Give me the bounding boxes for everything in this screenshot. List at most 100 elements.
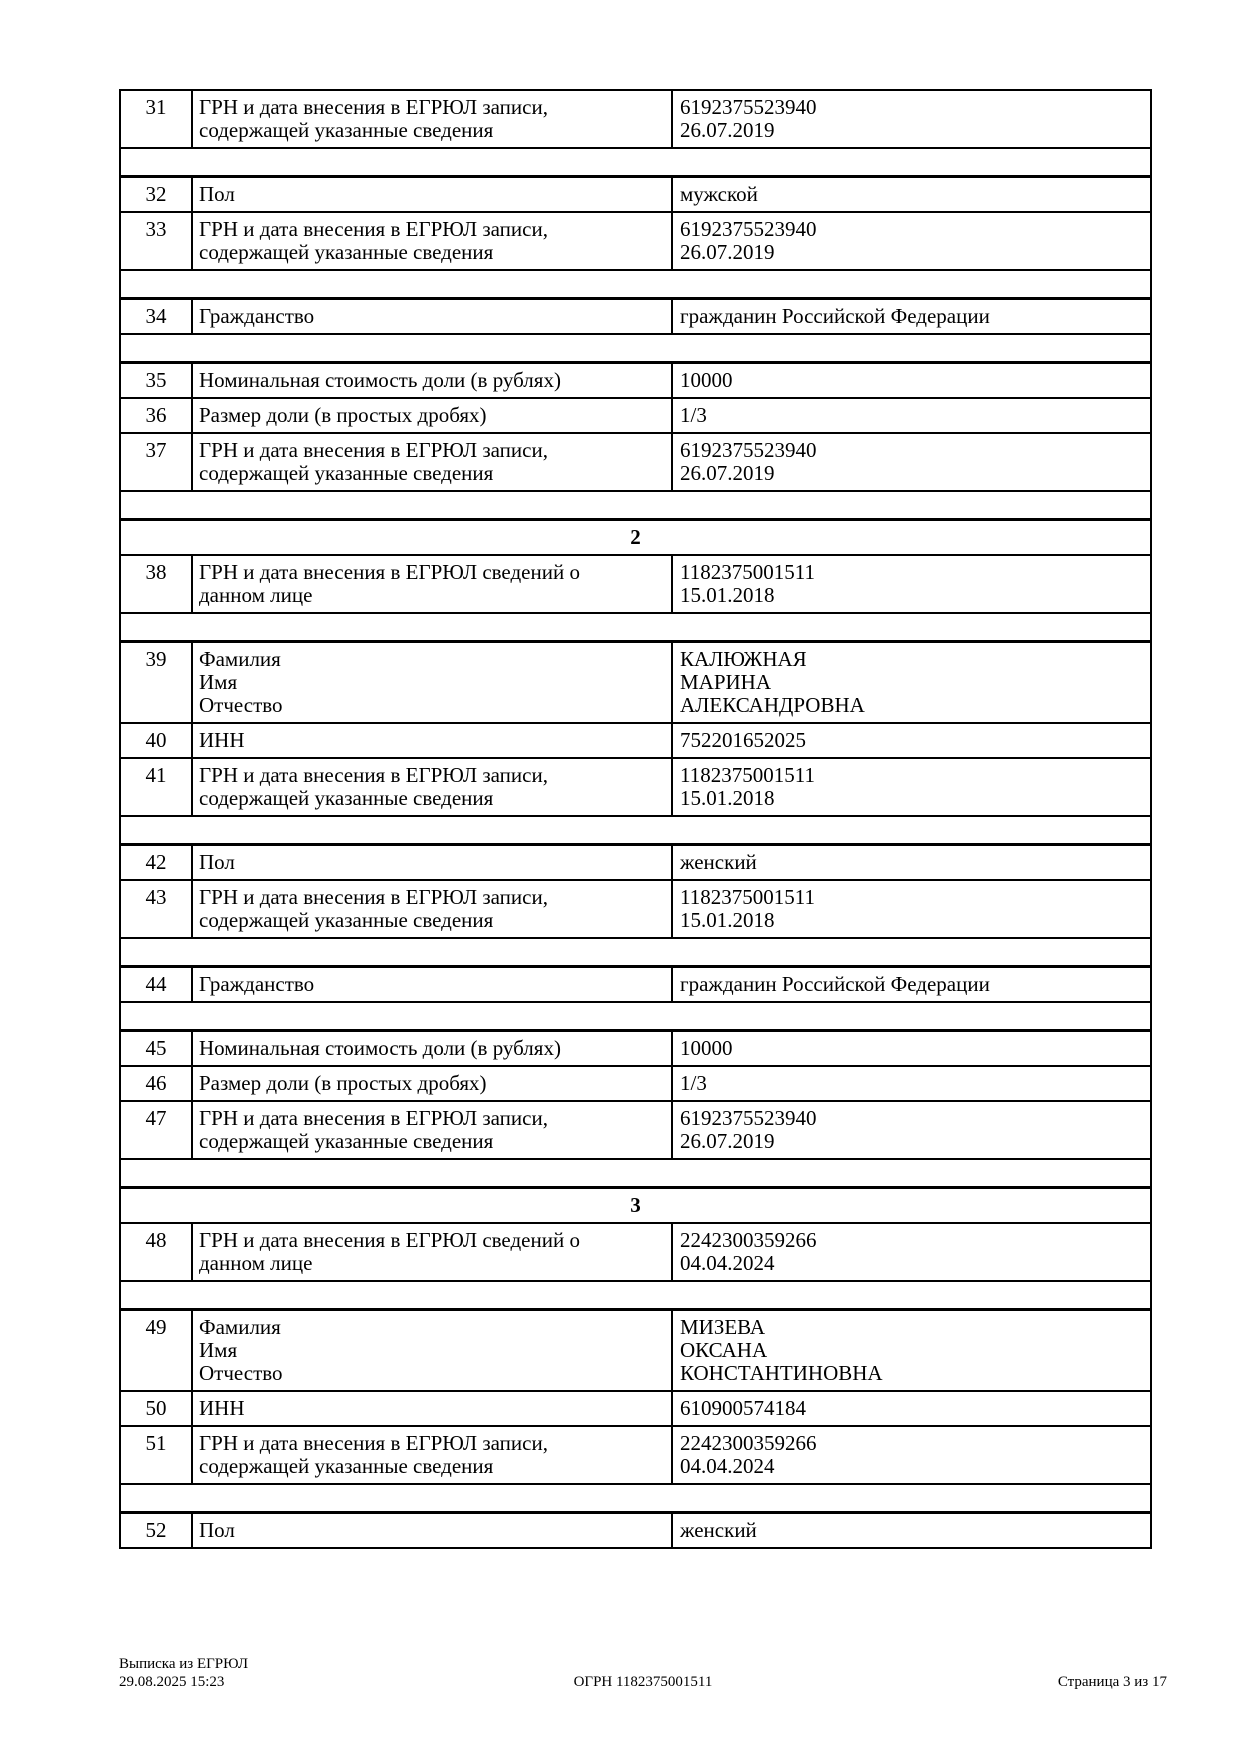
text-line: КАЛЮЖНАЯ [680,647,807,671]
text-line: Гражданство [199,304,315,328]
row-number: 41 [121,759,193,815]
text-line: гражданин Российской Федерации [680,304,990,328]
text-line: 10000 [680,1036,733,1060]
row-number: 44 [121,968,193,1001]
table-row: 37 ГРН и дата внесения в ЕГРЮЛ записи, сод… [121,434,1150,492]
row-label: Пол [193,178,673,211]
row-number: 36 [121,399,193,432]
table-row: 47 ГРН и дата внесения в ЕГРЮЛ записи, сод… [121,1102,1150,1160]
row-label: ГРН и дата внесения в ЕГРЮЛ записи, содер… [193,91,673,147]
text-line: Гражданство [199,972,315,996]
table-row: 43 ГРН и дата внесения в ЕГРЮЛ записи, сод… [121,881,1150,939]
row-number: 40 [121,724,193,757]
text-line: ГРН и дата внесения в ЕГРЮЛ записи, [199,438,548,462]
spacer-row [121,335,1150,364]
row-value: 6192375523940 26.07.2019 [673,213,1150,269]
row-label: ГРН и дата внесения в ЕГРЮЛ записи, содер… [193,759,673,815]
text-line: Пол [199,850,235,874]
spacer-row [121,492,1150,521]
text-line: ГРН и дата внесения в ЕГРЮЛ сведений о [199,560,580,584]
table-row: 40 ИНН 752201652025 [121,724,1150,759]
text-line: 26.07.2019 [680,1129,775,1153]
row-value: 6192375523940 26.07.2019 [673,434,1150,490]
row-label: Размер доли (в простых дробях) [193,1067,673,1100]
row-label: ГРН и дата внесения в ЕГРЮЛ записи, содер… [193,881,673,937]
row-label: Фамилия Имя Отчество [193,1311,673,1390]
text-line: 1182375001511 [680,763,815,787]
row-number: 35 [121,364,193,397]
spacer-row [121,271,1150,300]
row-value: 1182375001511 15.01.2018 [673,759,1150,815]
text-line: Имя [199,670,238,694]
row-label: ИНН [193,724,673,757]
footer-ogrn: ОГРН 1182375001511 [573,1674,713,1690]
text-line: содержащей указанные сведения [199,118,494,142]
text-line: 6192375523940 [680,1106,817,1130]
row-value: 10000 [673,1032,1150,1065]
text-line: Отчество [199,693,283,717]
spacer-row [121,1160,1150,1189]
text-line: 610900574184 [680,1396,806,1420]
table-row: 41 ГРН и дата внесения в ЕГРЮЛ записи, сод… [121,759,1150,817]
text-line: мужской [680,182,758,206]
footer-left-block: Выписка из ЕГРЮЛ 29.08.2025 15:23 [119,1655,465,1691]
row-number: 43 [121,881,193,937]
row-label: ГРН и дата внесения в ЕГРЮЛ записи, содер… [193,434,673,490]
row-label: ГРН и дата внесения в ЕГРЮЛ записи, содер… [193,213,673,269]
text-line: 1/3 [680,403,707,427]
text-line: Размер доли (в простых дробях) [199,403,487,427]
row-value: 2242300359266 04.04.2024 [673,1224,1150,1280]
row-value: женский [673,846,1150,879]
text-line: Фамилия [199,1315,281,1339]
text-line: 1182375001511 [680,885,815,909]
table-row: 34 Гражданство гражданин Российской Федера… [121,300,1150,335]
text-line: 10000 [680,368,733,392]
text-line: содержащей указанные сведения [199,461,494,485]
text-line: 6192375523940 [680,95,817,119]
text-line: 26.07.2019 [680,118,775,142]
section-number-row: 3 [121,1189,1150,1224]
spacer-row [121,817,1150,846]
row-value: 610900574184 [673,1392,1150,1425]
text-line: Пол [199,1518,235,1542]
row-label: Размер доли (в простых дробях) [193,399,673,432]
table-row: 39 Фамилия Имя Отчество КАЛЮЖНАЯ МАРИНА АЛЕКСА… [121,643,1150,724]
row-number: 33 [121,213,193,269]
row-value: женский [673,1514,1150,1547]
row-number: 45 [121,1032,193,1065]
table-row: 45 Номинальная стоимость доли (в рублях) 1… [121,1032,1150,1067]
row-value: гражданин Российской Федерации [673,968,1150,1001]
table-row: 32 Пол мужской [121,178,1150,213]
row-number: 37 [121,434,193,490]
table-row: 36 Размер доли (в простых дробях) 1/3 [121,399,1150,434]
text-line: гражданин Российской Федерации [680,972,990,996]
text-line: содержащей указанные сведения [199,240,494,264]
row-label: Гражданство [193,300,673,333]
text-line: ГРН и дата внесения в ЕГРЮЛ записи, [199,1106,548,1130]
text-line: МИЗЕВА [680,1315,766,1339]
text-line: 6192375523940 [680,438,817,462]
footer-doc-title: Выписка из ЕГРЮЛ [119,1656,248,1672]
text-line: Фамилия [199,647,281,671]
text-line: Номинальная стоимость доли (в рублях) [199,368,561,392]
row-number: 51 [121,1427,193,1483]
text-line: Отчество [199,1361,283,1385]
row-value: 10000 [673,364,1150,397]
text-line: ГРН и дата внесения в ЕГРЮЛ записи, [199,763,548,787]
row-label: ГРН и дата внесения в ЕГРЮЛ сведений о да… [193,556,673,612]
text-line: 1/3 [680,1071,707,1095]
row-value: 752201652025 [673,724,1150,757]
footer-timestamp: 29.08.2025 15:23 [119,1674,225,1690]
text-line: ГРН и дата внесения в ЕГРЮЛ записи, [199,217,548,241]
text-line: женский [680,850,757,874]
section-number-row: 2 [121,521,1150,556]
text-line: женский [680,1518,757,1542]
table-row: 51 ГРН и дата внесения в ЕГРЮЛ записи, сод… [121,1427,1150,1485]
text-line: 15.01.2018 [680,786,775,810]
spacer-row [121,939,1150,968]
table-row: 50 ИНН 610900574184 [121,1392,1150,1427]
row-number: 48 [121,1224,193,1280]
row-label: Гражданство [193,968,673,1001]
text-line: 2242300359266 [680,1431,817,1455]
row-value: 6192375523940 26.07.2019 [673,91,1150,147]
